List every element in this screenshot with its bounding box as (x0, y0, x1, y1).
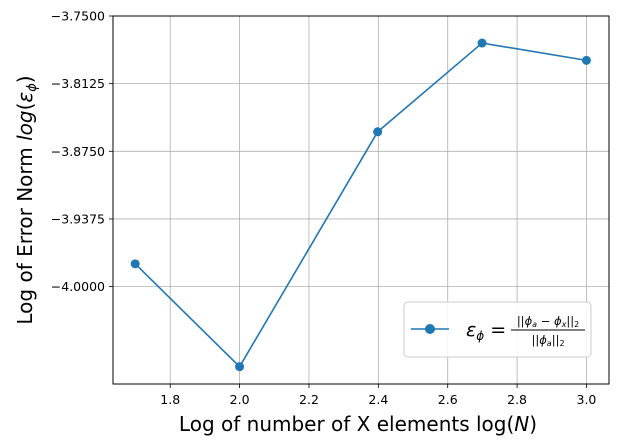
legend-denominator: ||ϕa||2 (531, 333, 564, 348)
x-tick-label: 2.0 (230, 392, 250, 407)
x-tick-label: 3.0 (577, 392, 597, 407)
x-tick-label: 2.8 (507, 392, 527, 407)
legend-numerator: ||ϕa − ϕx||2 (517, 314, 579, 329)
data-point (373, 127, 383, 137)
x-tick-label: 1.8 (160, 392, 180, 407)
legend-marker (425, 324, 435, 334)
y-tick-label: −3.7500 (51, 9, 105, 24)
legend-box (403, 301, 592, 358)
y-axis-ticks: −3.7500 −3.8125 −3.8750 −3.9375 −4.0000 (51, 9, 113, 294)
x-axis-ticks: 1.8 2.0 2.2 2.4 2.6 2.8 3.0 (160, 384, 596, 407)
x-axis-label: Log of number of X elements log(N) (179, 412, 537, 436)
x-tick-label: 2.4 (368, 392, 388, 407)
series-group (130, 38, 591, 372)
legend-label: εϕ = (466, 319, 506, 343)
data-point (581, 55, 591, 65)
y-axis-label: Log of Error Norm log(εϕ) (13, 75, 40, 324)
legend: εϕ = ||ϕa − ϕx||2 ||ϕa||2 (403, 301, 592, 358)
y-tick-label: −3.8125 (51, 76, 105, 91)
plot-frame (112, 15, 610, 385)
x-tick-label: 2.6 (438, 392, 458, 407)
y-tick-label: −4.0000 (51, 279, 105, 294)
x-tick-label: 2.2 (299, 392, 319, 407)
data-point (477, 38, 487, 48)
y-tick-label: −3.8750 (51, 144, 105, 159)
y-tick-label: −3.9375 (51, 211, 105, 226)
data-point (235, 362, 245, 372)
data-point (130, 259, 140, 269)
